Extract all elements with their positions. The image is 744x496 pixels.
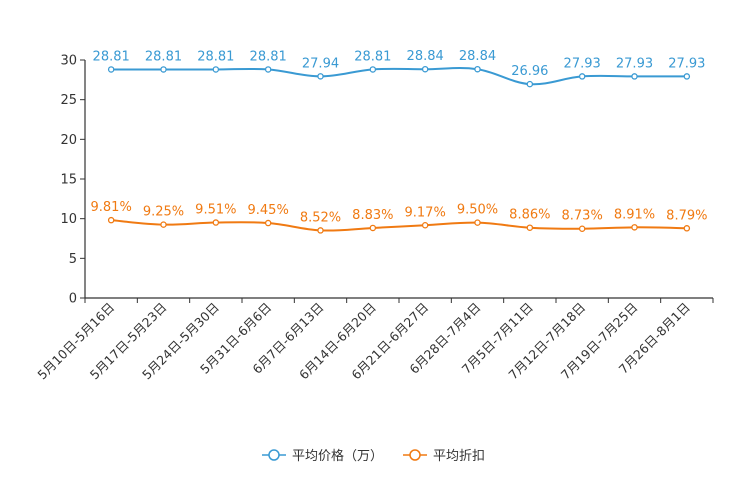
series-1-point[interactable]	[526, 224, 534, 231]
legend-marker-swatch	[409, 449, 421, 461]
series-0-point[interactable]	[212, 66, 220, 73]
series-0-data-label: 28.81	[354, 49, 391, 64]
series-0-data-label: 26.96	[511, 64, 548, 79]
series-1: 9.81% 9.25% 9.51% 9.45% 8.52% 8.83% 9.17% 9.50%…	[91, 200, 707, 234]
series-1-data-label: 9.51%	[195, 203, 236, 218]
series-1-point[interactable]	[369, 224, 377, 232]
series-lines: 28.81 28.81 28.81 28.81 27.94 28.81 28.84 28.84…	[91, 49, 707, 234]
series-0-point[interactable]	[578, 73, 586, 80]
legend-item-0[interactable]: 平均价格（万）	[262, 448, 383, 464]
y-tick-label: 20	[60, 133, 77, 148]
y-tick-label: 0	[69, 292, 77, 307]
series-0-line	[111, 67, 687, 86]
series-1-point[interactable]	[631, 224, 638, 231]
series-0-point[interactable]	[264, 66, 272, 73]
series-1-point[interactable]	[317, 227, 324, 234]
series-1-data-label: 8.73%	[562, 209, 603, 224]
series-0: 28.81 28.81 28.81 28.81 27.94 28.81 28.84 28.84…	[93, 49, 705, 88]
series-0-point[interactable]	[421, 65, 429, 73]
series-1-data-label: 9.81%	[91, 200, 132, 215]
series-1-point[interactable]	[421, 222, 429, 229]
series-1-data-label: 8.52%	[300, 210, 341, 225]
legend-label: 平均折扣	[433, 449, 485, 464]
series-0-point[interactable]	[631, 73, 638, 80]
legend-item-1[interactable]: 平均折扣	[403, 449, 485, 464]
y-tick-label: 10	[60, 212, 77, 227]
series-0-point[interactable]	[160, 66, 167, 73]
series-1-point[interactable]	[212, 219, 220, 226]
series-0-data-label: 27.94	[302, 56, 339, 71]
y-tick-label: 30	[60, 54, 77, 69]
series-0-data-label: 28.84	[459, 49, 496, 64]
series-1-data-label: 8.79%	[666, 208, 707, 223]
legend-marker-swatch	[268, 449, 280, 461]
series-1-data-label: 9.45%	[248, 203, 289, 218]
series-0-point[interactable]	[526, 80, 534, 88]
series-0-data-label: 28.81	[250, 49, 287, 64]
series-1-point[interactable]	[578, 225, 586, 232]
series-0-data-label: 28.84	[407, 49, 444, 64]
series-0-data-label: 27.93	[564, 56, 601, 71]
series-0-point[interactable]	[369, 66, 377, 73]
series-1-data-label: 9.25%	[143, 205, 184, 220]
series-1-data-label: 8.86%	[509, 208, 550, 223]
series-0-data-label: 27.93	[668, 56, 705, 71]
y-tick-label: 25	[60, 93, 77, 108]
series-0-data-label: 28.81	[93, 49, 130, 64]
y-tick-label: 5	[69, 252, 77, 267]
series-1-data-label: 9.17%	[405, 205, 446, 220]
series-0-point[interactable]	[317, 73, 324, 80]
y-tick-label: 15	[60, 173, 77, 188]
series-1-data-label: 8.91%	[614, 207, 655, 222]
series-1-point[interactable]	[683, 225, 691, 232]
series-1-data-label: 8.83%	[352, 208, 393, 223]
series-0-data-label: 28.81	[145, 49, 182, 64]
series-1-line	[111, 219, 687, 232]
series-0-point[interactable]	[683, 73, 691, 80]
series-1-point[interactable]	[160, 221, 167, 228]
series-1-point[interactable]	[107, 216, 115, 224]
series-0-data-label: 28.81	[197, 49, 234, 64]
series-0-data-label: 27.93	[616, 56, 653, 71]
series-1-data-label: 9.50%	[457, 203, 498, 218]
series-1-point[interactable]	[474, 219, 481, 226]
chart-legend: 平均价格（万） 平均折扣	[262, 448, 485, 464]
legend-label: 平均价格（万）	[292, 448, 383, 464]
series-1-point[interactable]	[264, 219, 272, 227]
series-0-point[interactable]	[474, 65, 481, 73]
series-0-point[interactable]	[107, 66, 115, 73]
